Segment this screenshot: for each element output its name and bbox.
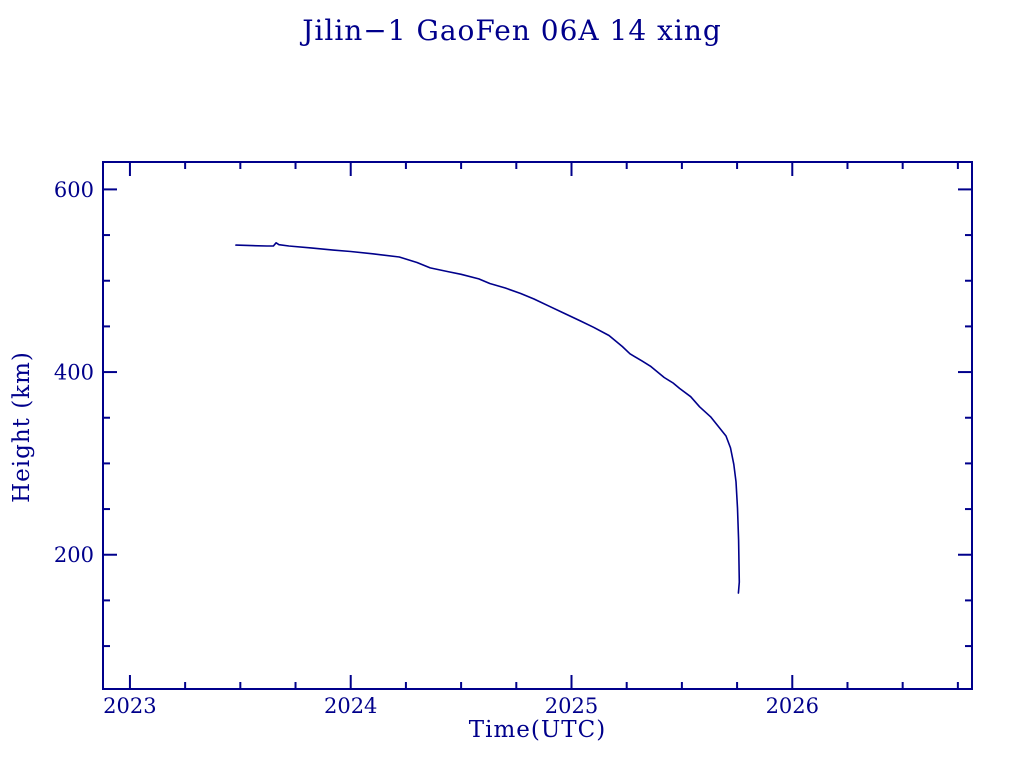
y-axis-label: Height (km) <box>9 351 35 503</box>
x-axis-label: Time(UTC) <box>468 717 607 743</box>
x-tick-label: 2024 <box>324 694 377 718</box>
x-tick-label: 2023 <box>103 694 156 718</box>
y-tick-label: 600 <box>54 178 94 202</box>
y-tick-label: 200 <box>54 543 94 567</box>
plot-frame <box>102 161 973 690</box>
y-tick-label: 400 <box>54 361 94 385</box>
x-tick-label: 2025 <box>545 694 598 718</box>
decay-curve <box>235 242 741 594</box>
x-tick-label: 2026 <box>766 694 819 718</box>
chart-title: Jilin−1 GaoFen 06A 14 xing <box>302 14 722 47</box>
